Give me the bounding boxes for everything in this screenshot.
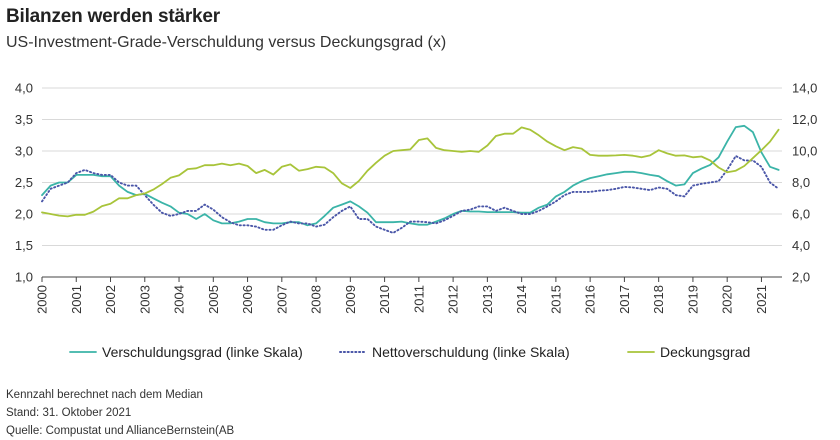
x-tick-label: 2002 xyxy=(103,285,118,314)
x-tick-label: 2000 xyxy=(35,285,50,314)
legend-label-2: Nettoverschuldung (linke Skala) xyxy=(372,344,570,360)
left-tick-label: 1,5 xyxy=(15,238,33,253)
x-tick-label: 2006 xyxy=(240,285,255,314)
left-tick-label: 2,5 xyxy=(15,175,33,190)
x-tick-label: 2018 xyxy=(651,285,666,314)
x-tick-label: 2003 xyxy=(137,285,152,314)
gridlines xyxy=(42,87,782,246)
right-tick-label: 12,0 xyxy=(792,112,817,127)
x-tick-label: 2001 xyxy=(69,285,84,314)
x-tick-label: 2015 xyxy=(548,285,563,314)
x-tick-label: 2016 xyxy=(583,285,598,314)
right-tick-label: 8,0 xyxy=(792,175,810,190)
x-tick-label: 2012 xyxy=(446,285,461,314)
right-tick-label: 10,0 xyxy=(792,144,817,159)
x-tick-label: 2013 xyxy=(480,285,495,314)
legend: Verschuldungsgrad (linke Skala) Nettovers… xyxy=(69,344,750,360)
right-tick-label: 2,0 xyxy=(792,270,810,285)
footnote-source: Quelle: Compustat und AllianceBernstein(… xyxy=(6,425,235,437)
right-tick-label: 4,0 xyxy=(792,238,810,253)
x-tick-label: 2020 xyxy=(720,285,735,314)
series-line-1 xyxy=(41,124,780,227)
footnote-date: Stand: 31. Oktober 2021 xyxy=(6,407,132,419)
series-lines xyxy=(41,124,780,234)
x-tick-label: 2008 xyxy=(309,285,324,314)
right-tick-label: 6,0 xyxy=(792,207,810,222)
left-tick-label: 4,0 xyxy=(15,81,33,96)
series-line-3 xyxy=(41,126,780,218)
x-tick-label: 2004 xyxy=(172,285,187,314)
x-axis: 2000 2001 2002 2003 2004 2005 2006 2007 2008 2009… xyxy=(35,276,782,314)
x-tick-label: 2010 xyxy=(377,285,392,314)
x-tick-label: 2011 xyxy=(411,285,426,313)
left-tick-label: 1,0 xyxy=(15,270,33,285)
x-tick-label: 2019 xyxy=(685,285,700,314)
left-tick-label: 2,0 xyxy=(15,207,33,222)
left-tick-label: 3,5 xyxy=(15,112,33,127)
chart-subtitle: US-Investment-Grade-Verschuldung versus … xyxy=(6,34,447,51)
x-tick-label: 2021 xyxy=(754,285,769,314)
footnote-method: Kennzahl berechnet nach dem Median xyxy=(6,389,203,401)
legend-label-1: Verschuldungsgrad (linke Skala) xyxy=(102,344,303,360)
x-tick-label: 2007 xyxy=(274,285,289,314)
left-tick-label: 3,0 xyxy=(15,144,33,159)
chart-title: Bilanzen werden stärker xyxy=(6,6,220,27)
legend-label-3: Deckungsgrad xyxy=(660,344,750,360)
x-tick-label: 2014 xyxy=(514,285,529,314)
x-tick-label: 2017 xyxy=(617,285,632,314)
x-tick-label: 2005 xyxy=(206,285,221,314)
series-line-2 xyxy=(41,155,780,234)
left-axis-ticks: 1,0 1,5 2,0 2,5 3,0 3,5 4,0 xyxy=(15,81,33,285)
right-axis-ticks: 2,0 4,0 6,0 8,0 10,0 12,0 14,0 xyxy=(792,81,817,285)
x-tick-label: 2009 xyxy=(343,285,358,314)
right-tick-label: 14,0 xyxy=(792,81,817,96)
